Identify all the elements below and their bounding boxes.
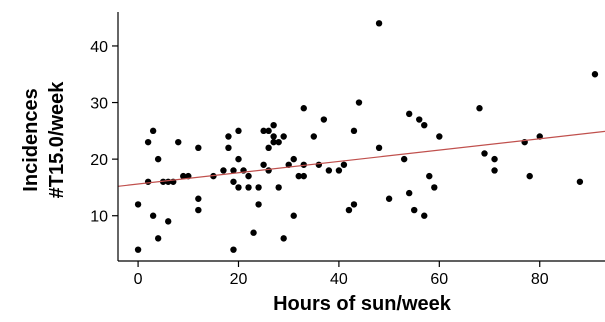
data-point (280, 133, 287, 140)
y-axis-title-line-1: Incidences (20, 88, 42, 191)
data-point (300, 105, 307, 112)
data-point (265, 167, 272, 174)
y-tick-label: 40 (90, 39, 108, 56)
data-point (260, 161, 267, 168)
data-point (320, 116, 328, 123)
data-point (576, 178, 584, 185)
data-point (335, 167, 343, 174)
x-tick-label: 0 (134, 271, 143, 288)
data-point (411, 206, 418, 214)
data-point (180, 172, 187, 180)
data-point (375, 144, 383, 152)
data-point (149, 212, 157, 219)
data-point (235, 184, 242, 191)
data-point (310, 133, 318, 140)
data-point (144, 138, 152, 146)
x-tick-label: 40 (330, 271, 348, 288)
data-point (260, 127, 267, 135)
data-point (245, 184, 252, 191)
data-point (591, 71, 599, 78)
data-point (154, 155, 162, 163)
data-point (134, 201, 142, 208)
data-point (431, 184, 438, 191)
data-point (400, 155, 408, 163)
data-point (245, 172, 252, 180)
data-point (375, 20, 383, 27)
x-axis-title: Hours of sun/week (273, 293, 452, 315)
data-point (340, 161, 348, 168)
data-point (436, 133, 443, 140)
data-point (165, 218, 172, 225)
data-point (149, 127, 157, 135)
data-point (220, 167, 227, 174)
x-tick-label: 80 (531, 271, 549, 288)
data-point (416, 116, 423, 123)
data-point (255, 184, 262, 191)
trend-line (117, 130, 605, 187)
data-point (225, 133, 232, 140)
data-point (270, 121, 277, 129)
data-point (265, 144, 272, 152)
data-point (275, 184, 282, 191)
data-point (270, 133, 277, 140)
data-point (195, 206, 202, 214)
data-point (350, 201, 358, 208)
data-point (280, 235, 287, 242)
plot-area (117, 20, 605, 253)
data-point (195, 144, 202, 152)
data-point (290, 155, 297, 163)
data-points (134, 20, 599, 253)
data-point (290, 212, 297, 219)
x-axis-ticks: 0 20 40 60 80 (134, 261, 549, 288)
data-point (270, 138, 277, 146)
data-point (235, 155, 242, 163)
y-axis-ticks: 10 20 30 40 (90, 39, 118, 226)
data-point (295, 172, 302, 180)
y-tick-label: 20 (90, 152, 108, 169)
data-point (481, 150, 488, 157)
data-point (265, 127, 272, 135)
x-tick-label: 60 (430, 271, 448, 288)
data-point (345, 206, 353, 214)
data-point (315, 161, 323, 168)
data-point (476, 105, 483, 112)
data-point (526, 172, 533, 180)
data-point (230, 178, 237, 185)
data-point (230, 246, 237, 253)
data-point (355, 99, 363, 106)
data-point (350, 127, 358, 135)
data-point (175, 138, 182, 146)
data-point (235, 127, 242, 135)
y-axis-title-line-2: #T15.0/week (46, 81, 68, 199)
data-point (144, 178, 152, 185)
x-tick-label: 20 (230, 271, 248, 288)
y-tick-label: 10 (90, 209, 108, 226)
data-point (255, 201, 262, 208)
data-point (275, 138, 282, 146)
data-point (225, 144, 232, 152)
data-point (154, 235, 162, 242)
data-point (491, 167, 498, 174)
data-point (405, 110, 413, 118)
data-point (195, 195, 202, 202)
data-point (491, 155, 498, 163)
data-point (426, 172, 433, 180)
data-point (325, 167, 333, 174)
data-point (405, 189, 413, 197)
data-point (250, 229, 257, 236)
data-point (421, 212, 428, 219)
data-point (421, 121, 428, 129)
y-tick-label: 30 (90, 96, 108, 113)
data-point (230, 167, 237, 174)
data-point (134, 246, 142, 253)
data-point (385, 195, 393, 202)
data-point (300, 172, 307, 180)
